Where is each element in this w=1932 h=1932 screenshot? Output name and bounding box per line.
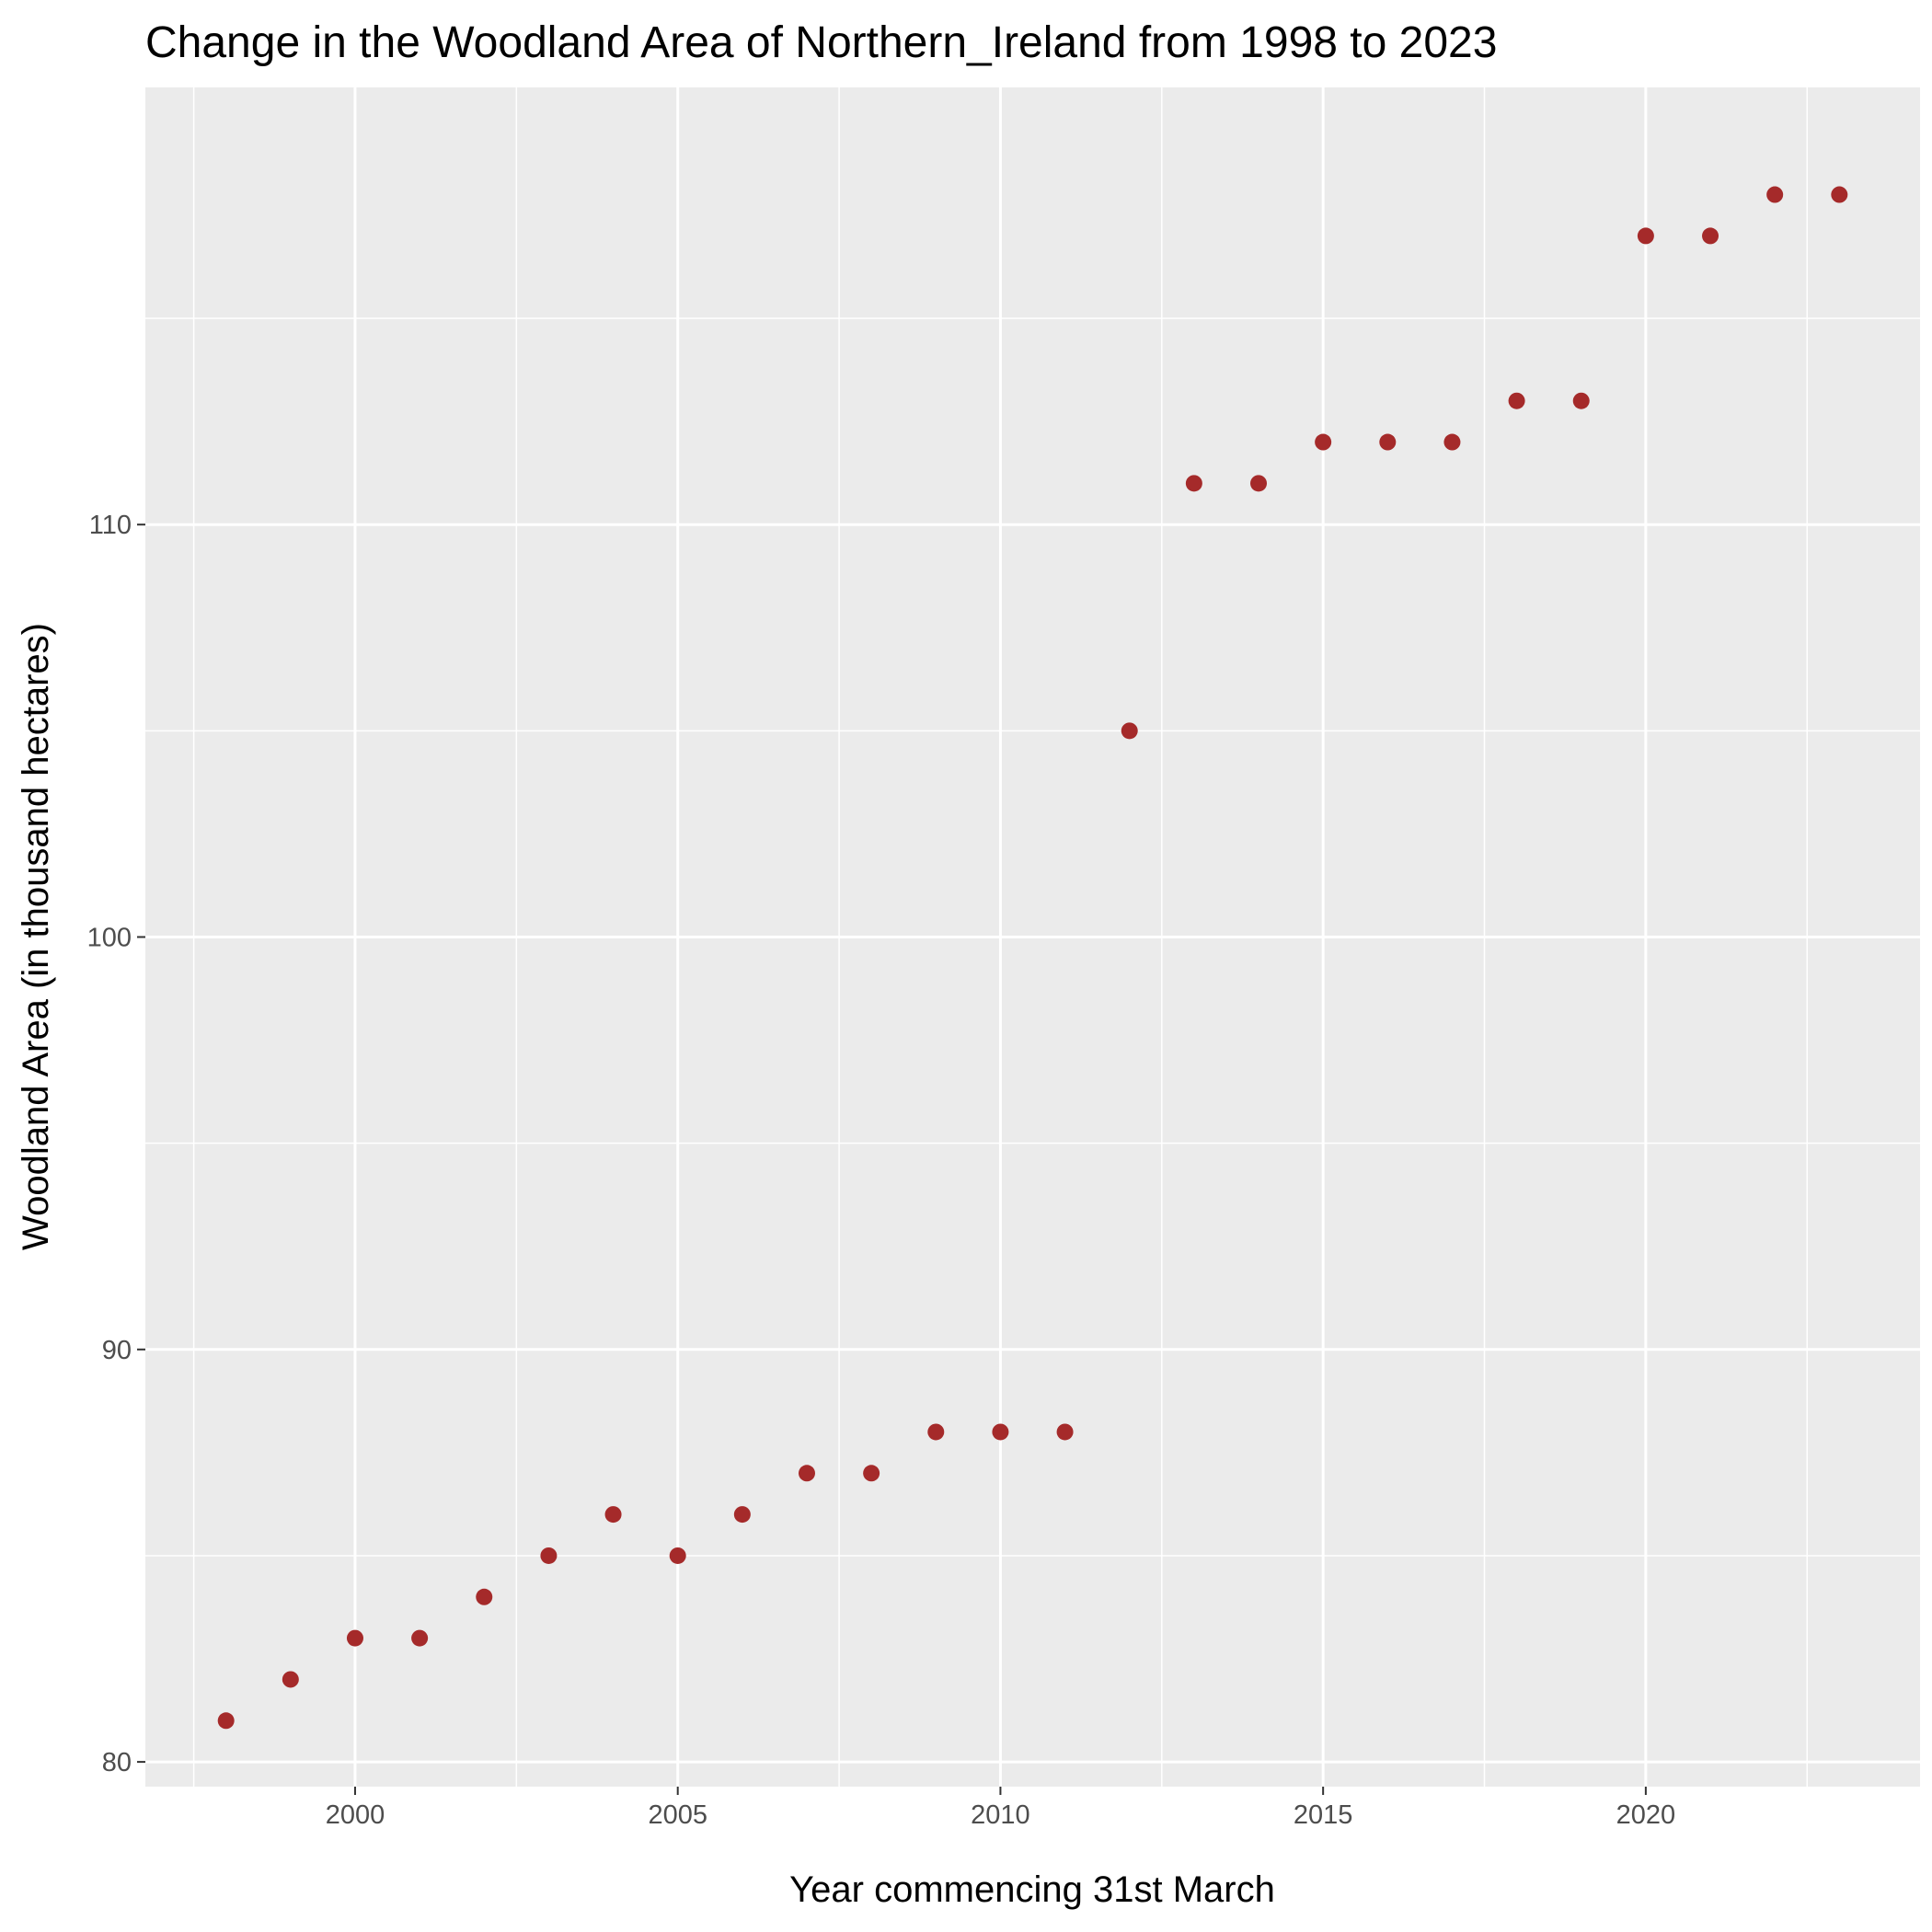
- data-point: [927, 1423, 945, 1441]
- y-tick-label: 90: [102, 1336, 132, 1365]
- x-tick-label: 2005: [648, 1800, 707, 1830]
- data-point: [1185, 475, 1202, 492]
- data-point: [411, 1629, 429, 1647]
- data-point: [1572, 392, 1590, 409]
- data-point: [217, 1712, 235, 1730]
- data-point: [604, 1506, 622, 1524]
- data-point: [1508, 392, 1525, 409]
- data-point: [1702, 227, 1719, 245]
- data-point: [1831, 186, 1848, 203]
- data-point: [1766, 186, 1784, 203]
- data-points: [217, 186, 1848, 1730]
- data-point: [282, 1671, 299, 1688]
- data-point: [476, 1588, 493, 1605]
- data-point: [1056, 1423, 1074, 1441]
- data-point: [1379, 433, 1397, 451]
- data-point: [669, 1547, 686, 1564]
- data-point: [1443, 433, 1461, 451]
- x-axis-title: Year commencing 31st March: [789, 1869, 1275, 1910]
- data-point: [1637, 227, 1654, 245]
- y-axis-title: Woodland Area (in thousand hectares): [16, 623, 56, 1250]
- data-point: [733, 1506, 751, 1524]
- y-tick-label: 100: [87, 924, 132, 953]
- chart-title: Change in the Woodland Area of Northern_…: [145, 18, 1497, 67]
- data-point: [992, 1423, 1009, 1441]
- data-point: [798, 1465, 815, 1482]
- x-tick-label: 2010: [971, 1800, 1030, 1830]
- y-axis: 80 90 100 110: [87, 511, 145, 1777]
- x-tick-label: 2015: [1294, 1800, 1353, 1830]
- data-point: [1121, 722, 1138, 740]
- x-tick-label: 2020: [1616, 1800, 1676, 1830]
- y-tick-label: 80: [102, 1748, 132, 1777]
- data-point: [540, 1547, 558, 1564]
- data-point: [346, 1629, 363, 1647]
- data-point: [1250, 475, 1268, 492]
- major-gridlines: [145, 87, 1920, 1787]
- x-tick-label: 2000: [326, 1800, 385, 1830]
- x-axis: 2000 2005 2010 2015 2020: [326, 1787, 1675, 1830]
- y-tick-label: 110: [89, 511, 132, 540]
- data-point: [1315, 433, 1332, 451]
- data-point: [863, 1465, 880, 1482]
